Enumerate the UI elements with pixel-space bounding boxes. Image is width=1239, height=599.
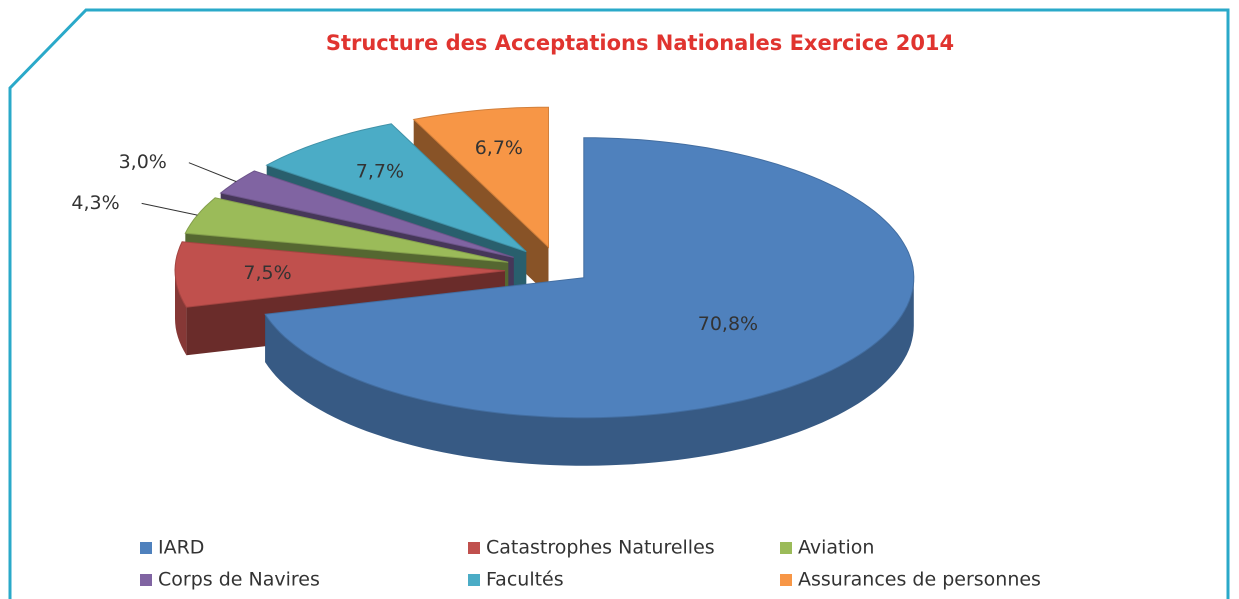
data-label: 7,5% bbox=[243, 262, 291, 284]
data-label: 6,7% bbox=[475, 137, 523, 159]
slice-wall bbox=[265, 277, 914, 466]
leader-line bbox=[141, 202, 198, 216]
legend-swatch bbox=[140, 574, 152, 586]
slice-wall bbox=[175, 270, 187, 356]
data-label: 70,8% bbox=[698, 313, 758, 335]
legend-label: Catastrophes Naturelles bbox=[486, 537, 715, 559]
slice bbox=[265, 123, 527, 253]
legend-swatch bbox=[468, 574, 480, 586]
data-label: 4,3% bbox=[71, 192, 119, 214]
legend-label: Facultés bbox=[486, 569, 564, 591]
slice bbox=[174, 241, 506, 308]
slice bbox=[264, 137, 915, 419]
legend-swatch bbox=[780, 574, 792, 586]
data-label: 7,7% bbox=[356, 161, 404, 183]
legend-label: Corps de Navires bbox=[158, 569, 320, 591]
chart-title: Structure des Acceptations Nationales Ex… bbox=[326, 31, 954, 55]
legend-swatch bbox=[780, 542, 792, 554]
frame bbox=[8, 8, 1230, 599]
legend-label: IARD bbox=[158, 537, 204, 559]
slice bbox=[184, 197, 509, 263]
legend-label: Assurances de personnes bbox=[798, 569, 1041, 591]
data-label: 3,0% bbox=[119, 151, 167, 173]
legend-swatch bbox=[468, 542, 480, 554]
slice bbox=[412, 106, 549, 249]
leader-line bbox=[188, 162, 237, 183]
legend-label: Aviation bbox=[798, 537, 874, 559]
legend-swatch bbox=[140, 542, 152, 554]
